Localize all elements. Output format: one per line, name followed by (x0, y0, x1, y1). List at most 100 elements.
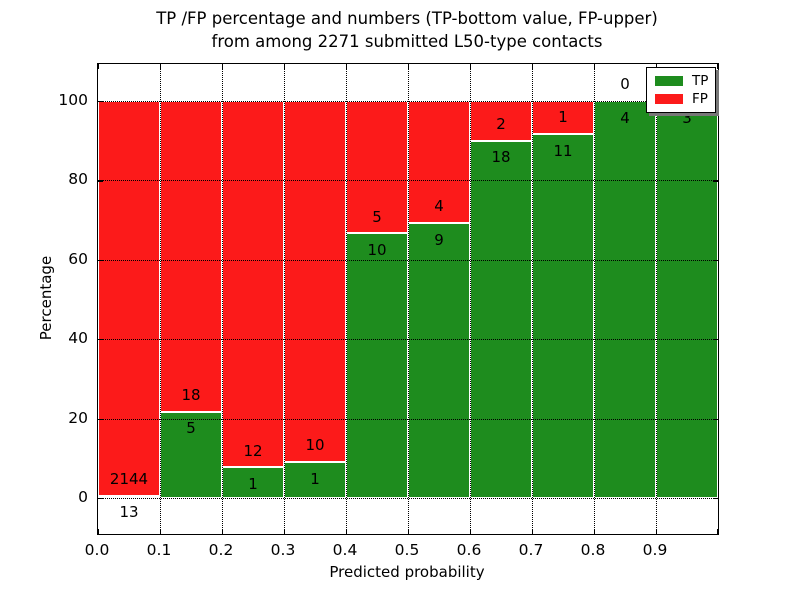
fp-legend-swatch-icon (655, 94, 683, 104)
y-tick-mark (98, 418, 103, 420)
bar-segment-tp (656, 101, 718, 498)
bar-value-labels-layer: 214413185121101510492181110403 (98, 64, 718, 534)
legend-row-fp: FP (647, 92, 715, 106)
x-tick-mark (716, 64, 718, 69)
v-gridline (222, 64, 223, 534)
y-axis-label: Percentage (37, 255, 55, 341)
x-tick-mark (656, 529, 658, 534)
chart-title: TP /FP percentage and numbers (TP-bottom… (97, 7, 717, 53)
x-tick-label: 0.8 (580, 541, 606, 559)
fp-count-label: 10 (305, 436, 325, 455)
x-tick-mark (470, 529, 472, 534)
chart-title-line2: from among 2271 submitted L50-type conta… (211, 32, 603, 51)
y-tick-mark (98, 259, 103, 261)
bar-segment-tp (284, 461, 346, 498)
x-tick-mark (532, 64, 534, 69)
plot-area: 214413185121101510492181110403 (97, 63, 719, 535)
y-tick-mark (98, 101, 103, 103)
v-gridline (532, 64, 533, 534)
x-tick-label: 0.7 (518, 541, 544, 559)
y-tick-label: 0 (78, 488, 88, 506)
tp-count-label: 1 (248, 475, 258, 494)
x-tick-label: 0.5 (394, 541, 420, 559)
bar-segment-fp (408, 101, 470, 224)
v-gridline (346, 64, 347, 534)
bar-segment-tp (222, 467, 284, 498)
bar-segment-fp (284, 101, 346, 462)
x-tick-label: 0.2 (208, 541, 234, 559)
fp-count-label: 18 (181, 386, 201, 405)
x-tick-mark (346, 529, 348, 534)
v-gridline (160, 64, 161, 534)
bars-layer (98, 64, 718, 534)
tp-count-label: 3 (682, 108, 692, 127)
v-gridline (470, 64, 471, 534)
x-tick-mark (284, 529, 286, 534)
fp-count-label: 4 (434, 197, 444, 216)
y-tick-mark (98, 339, 103, 341)
chart-title-line1: TP /FP percentage and numbers (TP-bottom… (156, 9, 658, 28)
grid-layer (98, 64, 718, 534)
bar-segment-tp (98, 495, 160, 498)
fp-count-label: 5 (372, 207, 382, 226)
y-tick-label: 20 (68, 408, 88, 427)
v-gridline (656, 64, 657, 534)
bar-segment-tp (594, 101, 656, 498)
x-tick-label: 0.9 (642, 541, 668, 559)
bar-segment-fp (346, 101, 408, 234)
tp-count-label: 11 (553, 141, 573, 160)
x-tick-mark (98, 64, 100, 69)
y-tick-label: 80 (68, 170, 88, 189)
y-tick-mark (713, 339, 718, 341)
bar-segment-fp (98, 101, 160, 496)
x-tick-mark (408, 529, 410, 534)
legend-label-fp: FP (692, 91, 708, 107)
x-tick-mark (470, 64, 472, 69)
tp-count-label: 1 (310, 469, 320, 488)
x-tick-mark (284, 64, 286, 69)
v-gridline (408, 64, 409, 534)
bar-segment-tp (532, 134, 594, 498)
tp-legend-swatch-icon (655, 76, 683, 86)
tick-layer (98, 64, 718, 534)
y-tick-mark (713, 259, 718, 261)
tp-count-label: 4 (620, 108, 630, 127)
x-tick-mark (656, 64, 658, 69)
y-tick-mark (713, 498, 718, 500)
x-tick-label: 0.3 (270, 541, 296, 559)
x-tick-mark (98, 529, 100, 534)
y-tick-label: 100 (58, 91, 88, 109)
tp-count-label: 13 (119, 503, 139, 522)
x-axis-label: Predicted probability (329, 563, 485, 581)
x-tick-mark (222, 529, 224, 534)
fp-count-label: 0 (620, 75, 630, 94)
x-tick-mark (594, 64, 596, 69)
x-tick-mark (346, 64, 348, 69)
y-tick-mark (713, 180, 718, 182)
x-tick-mark (532, 529, 534, 534)
fp-count-label: 2 (496, 115, 506, 134)
fp-count-label: 12 (243, 441, 263, 460)
v-gridline (594, 64, 595, 534)
x-tick-mark (160, 529, 162, 534)
v-gridline (284, 64, 285, 534)
legend-row-tp: TP (647, 74, 715, 88)
x-tick-mark (594, 529, 596, 534)
tp-count-label: 9 (434, 230, 444, 249)
x-tick-mark (160, 64, 162, 69)
bar-segment-fp (160, 101, 222, 412)
x-tick-label: 0.1 (146, 541, 172, 559)
x-tick-mark (222, 64, 224, 69)
legend-label-tp: TP (692, 73, 709, 89)
tp-count-label: 18 (491, 148, 511, 167)
y-tick-mark (713, 418, 718, 420)
y-tick-label: 60 (68, 249, 88, 268)
x-tick-mark (408, 64, 410, 69)
legend: TP FP (646, 67, 716, 113)
tp-count-label: 5 (186, 419, 196, 438)
x-tick-label: 0.4 (332, 541, 358, 559)
fp-count-label: 2144 (109, 469, 149, 488)
x-tick-mark (716, 529, 718, 534)
tp-count-label: 10 (367, 241, 387, 259)
